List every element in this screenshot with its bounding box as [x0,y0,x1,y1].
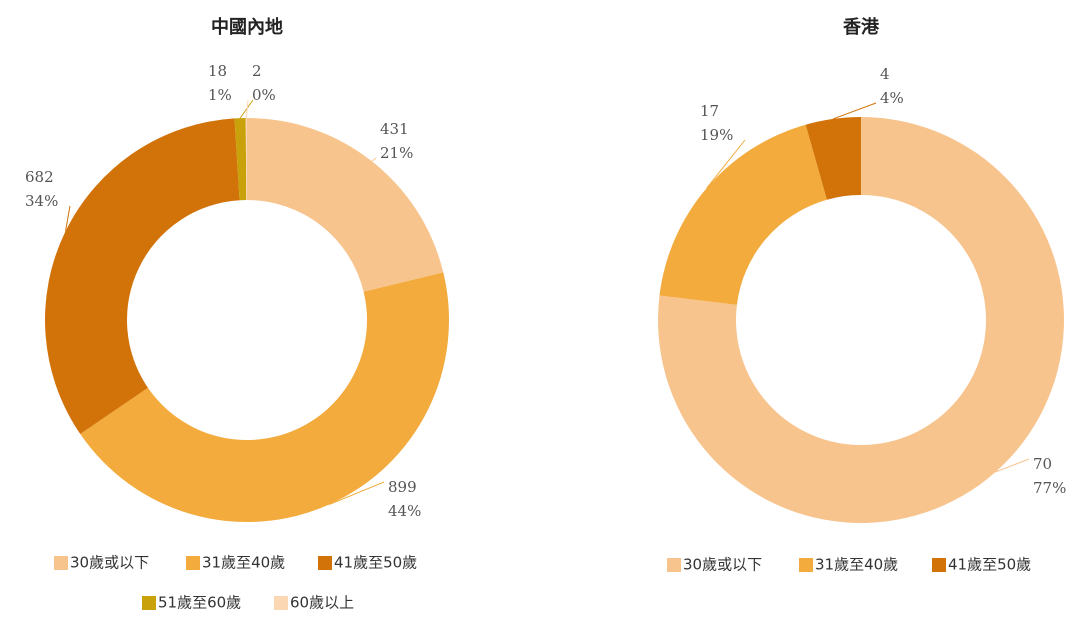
chart-title: 香港 [842,17,880,38]
percent-label: 1% [208,86,232,104]
legend-label: 31歲至40歲 [202,554,285,572]
donut-slice [45,118,240,434]
legend-label: 30歲或以下 [70,554,149,572]
legend-label: 30歲或以下 [683,556,762,574]
percent-label: 44% [388,502,421,520]
value-label: 18 [208,62,227,80]
legend-swatch [186,556,200,570]
legend-label: 51歲至60歲 [158,594,241,612]
legend-swatch [274,596,288,610]
legend-swatch [318,556,332,570]
leader-line [833,103,876,119]
percent-label: 77% [1033,479,1066,497]
percent-label: 19% [700,126,733,144]
legend-label: 41歲至50歲 [334,554,417,572]
donut-slice [659,125,826,305]
leader-line [372,158,376,161]
percent-label: 4% [880,89,904,107]
value-label: 899 [388,478,417,496]
legend-label: 41歲至50歲 [948,556,1031,574]
value-label: 4 [880,65,890,83]
legend-swatch [799,558,813,572]
chart: 中國內地43121%30歲或以下89944%31歲至40歲68234%41歲至5… [0,0,1072,614]
value-label: 70 [1033,455,1052,473]
percent-label: 0% [252,86,276,104]
value-label: 2 [252,62,262,80]
value-label: 17 [700,102,719,120]
value-label: 431 [380,120,409,138]
legend-swatch [142,596,156,610]
value-label: 682 [25,168,54,186]
chart-title: 中國內地 [211,16,283,38]
legend-label: 31歲至40歲 [815,556,898,574]
percent-label: 21% [380,144,413,162]
legend-swatch [667,558,681,572]
donut-slice [247,118,443,292]
legend-label: 60歲以上 [290,594,354,612]
legend-swatch [54,556,68,570]
percent-label: 34% [25,192,58,210]
legend-swatch [932,558,946,572]
